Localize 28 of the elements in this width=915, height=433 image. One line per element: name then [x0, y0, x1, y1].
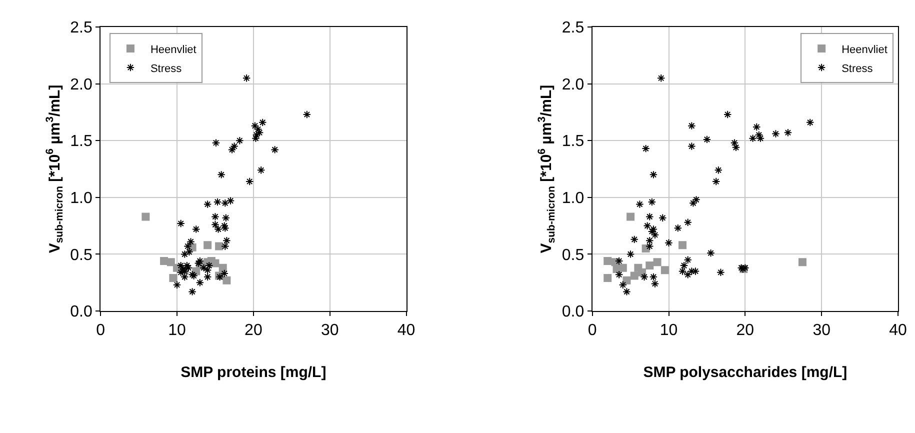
x-tick-label: 20	[736, 322, 754, 340]
legend-label: Stress	[842, 62, 874, 75]
x-tick-label: 40	[889, 322, 907, 340]
y-tick-label: 0.5	[70, 246, 92, 264]
x-tick-label: 10	[168, 322, 186, 340]
y-tick-label: 0.0	[70, 304, 92, 321]
y-tick-label: 1.5	[562, 133, 584, 150]
y-tick-label: 1.5	[70, 133, 92, 150]
y-tick-label: 2.0	[70, 76, 92, 94]
x-axis-title: SMP polysaccharides [mg/L]	[643, 364, 848, 382]
x-axis-title: SMP proteins [mg/L]	[180, 364, 326, 382]
legend-label: Stress	[150, 62, 182, 75]
x-tick-label: 20	[244, 322, 262, 340]
x-tick-label: 0	[588, 322, 597, 340]
y-tick-label: 2.5	[70, 20, 92, 37]
y-tick-label: 0.0	[562, 304, 584, 321]
x-tick-label: 0	[96, 322, 106, 340]
x-tick-label: 10	[660, 322, 678, 340]
y-tick-label: 0.5	[562, 246, 584, 264]
y-tick-label: 1.0	[70, 190, 92, 207]
y-tick-label: 1.0	[562, 190, 584, 207]
y-tick-label: 2.5	[562, 20, 584, 37]
x-tick-label: 30	[320, 322, 339, 340]
y-tick-label: 2.0	[562, 76, 584, 94]
legend-label: Heenvliet	[150, 44, 196, 56]
legend-label: Heenvliet	[842, 44, 888, 56]
x-tick-label: 30	[812, 322, 831, 340]
x-tick-label: 40	[397, 322, 416, 340]
